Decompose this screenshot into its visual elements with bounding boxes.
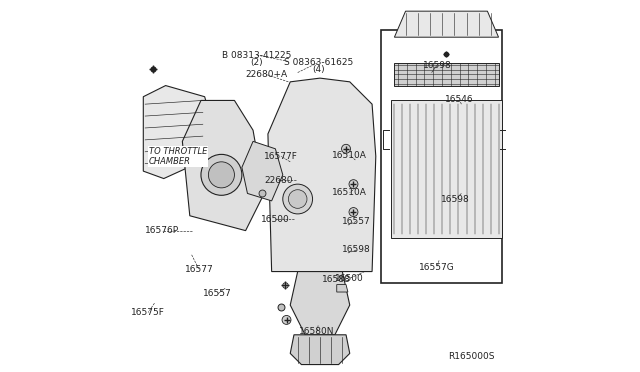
Polygon shape bbox=[268, 78, 376, 272]
Circle shape bbox=[342, 144, 351, 153]
Text: 16557: 16557 bbox=[342, 217, 371, 226]
Text: 16598: 16598 bbox=[342, 246, 371, 254]
Text: 16577F: 16577F bbox=[264, 152, 298, 161]
Text: 16576P: 16576P bbox=[145, 226, 179, 235]
Text: (4): (4) bbox=[312, 65, 324, 74]
Text: 16500: 16500 bbox=[335, 274, 364, 283]
Circle shape bbox=[209, 162, 234, 188]
Polygon shape bbox=[143, 86, 216, 179]
Polygon shape bbox=[390, 100, 502, 238]
Text: (2): (2) bbox=[250, 58, 263, 67]
Text: 16510A: 16510A bbox=[332, 188, 367, 197]
Text: 16557G: 16557G bbox=[419, 263, 455, 272]
Text: 16588: 16588 bbox=[323, 275, 351, 284]
Text: 16557: 16557 bbox=[204, 289, 232, 298]
Text: 16546: 16546 bbox=[445, 95, 474, 104]
Polygon shape bbox=[182, 100, 264, 231]
Text: 16598: 16598 bbox=[423, 61, 452, 70]
Circle shape bbox=[349, 208, 358, 217]
Bar bbox=[381, 30, 502, 283]
Polygon shape bbox=[291, 272, 349, 335]
Circle shape bbox=[289, 190, 307, 208]
Text: 16510A: 16510A bbox=[332, 151, 367, 160]
Text: B 08313-41225: B 08313-41225 bbox=[222, 51, 291, 60]
Text: R165000S: R165000S bbox=[449, 352, 495, 361]
Circle shape bbox=[283, 184, 312, 214]
Text: 22680+A: 22680+A bbox=[245, 70, 287, 79]
Text: TO THROTTLE
CHAMBER: TO THROTTLE CHAMBER bbox=[149, 147, 207, 166]
Circle shape bbox=[349, 180, 358, 189]
Circle shape bbox=[282, 315, 291, 324]
Text: 16577: 16577 bbox=[185, 265, 214, 274]
Polygon shape bbox=[242, 141, 283, 201]
Polygon shape bbox=[394, 11, 499, 37]
Text: 16500: 16500 bbox=[261, 215, 290, 224]
Text: S 08363-61625: S 08363-61625 bbox=[284, 58, 353, 67]
Polygon shape bbox=[291, 335, 349, 365]
Text: 16575F: 16575F bbox=[131, 308, 165, 317]
Polygon shape bbox=[337, 285, 348, 292]
Polygon shape bbox=[394, 63, 499, 86]
Text: 16598: 16598 bbox=[442, 195, 470, 203]
Text: 22680: 22680 bbox=[264, 176, 292, 185]
Text: 16580N: 16580N bbox=[300, 327, 335, 336]
Circle shape bbox=[201, 154, 242, 195]
